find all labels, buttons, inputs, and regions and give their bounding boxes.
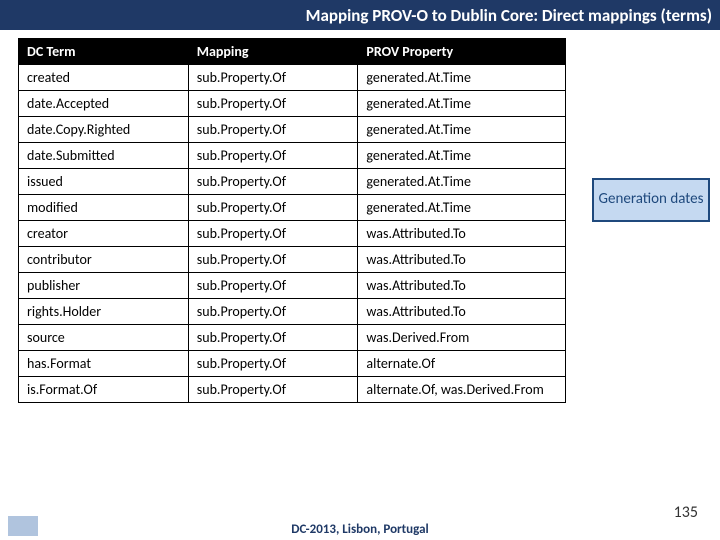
col-header-mapping: Mapping — [188, 39, 358, 65]
page-title: Mapping PROV-O to Dublin Core: Direct ma… — [0, 5, 720, 26]
table-row: contributorsub.Property.Ofwas.Attributed… — [19, 247, 566, 273]
col-header-dcterm: DC Term — [19, 39, 189, 65]
table-cell: generated.At.Time — [358, 169, 566, 195]
title-bar: Mapping PROV-O to Dublin Core: Direct ma… — [0, 0, 720, 30]
table-cell: sub.Property.Of — [188, 351, 358, 377]
table-cell: sub.Property.Of — [188, 325, 358, 351]
table-cell: issued — [19, 169, 189, 195]
table-row: issuedsub.Property.Ofgenerated.At.Time — [19, 169, 566, 195]
page-number: 135 — [674, 503, 698, 522]
table-row: is.Format.Ofsub.Property.Ofalternate.Of,… — [19, 377, 566, 403]
table-cell: generated.At.Time — [358, 195, 566, 221]
table-cell: sub.Property.Of — [188, 117, 358, 143]
table-row: modifiedsub.Property.Ofgenerated.At.Time — [19, 195, 566, 221]
table-cell: sub.Property.Of — [188, 221, 358, 247]
table-row: date.Copy.Rightedsub.Property.Ofgenerate… — [19, 117, 566, 143]
table-cell: sub.Property.Of — [188, 377, 358, 403]
table-cell: sub.Property.Of — [188, 143, 358, 169]
table-cell: generated.At.Time — [358, 117, 566, 143]
mapping-table: DC Term Mapping PROV Property createdsub… — [18, 38, 566, 403]
table-row: date.Submittedsub.Property.Ofgenerated.A… — [19, 143, 566, 169]
table-cell: has.Format — [19, 351, 189, 377]
table-cell: sub.Property.Of — [188, 169, 358, 195]
table-cell: created — [19, 65, 189, 91]
table-cell: creator — [19, 221, 189, 247]
table-cell: was.Derived.From — [358, 325, 566, 351]
table-cell: was.Attributed.To — [358, 221, 566, 247]
table-cell: modified — [19, 195, 189, 221]
table-row: publishersub.Property.Ofwas.Attributed.T… — [19, 273, 566, 299]
table-cell: date.Accepted — [19, 91, 189, 117]
table-cell: sub.Property.Of — [188, 195, 358, 221]
table-cell: sub.Property.Of — [188, 247, 358, 273]
table-cell: sub.Property.Of — [188, 65, 358, 91]
footer-text: DC-2013, Lisbon, Portugal — [0, 522, 720, 537]
table-header-row: DC Term Mapping PROV Property — [19, 39, 566, 65]
logo-icon — [8, 516, 38, 536]
table-cell: source — [19, 325, 189, 351]
table-row: createdsub.Property.Ofgenerated.At.Time — [19, 65, 566, 91]
generation-dates-badge: Generation dates — [592, 178, 710, 222]
table-cell: date.Submitted — [19, 143, 189, 169]
table-row: has.Formatsub.Property.Ofalternate.Of — [19, 351, 566, 377]
table-cell: generated.At.Time — [358, 65, 566, 91]
col-header-prov: PROV Property — [358, 39, 566, 65]
table-cell: contributor — [19, 247, 189, 273]
table-row: sourcesub.Property.Ofwas.Derived.From — [19, 325, 566, 351]
table-cell: sub.Property.Of — [188, 273, 358, 299]
table-cell: date.Copy.Righted — [19, 117, 189, 143]
table-row: rights.Holdersub.Property.Ofwas.Attribut… — [19, 299, 566, 325]
table-cell: is.Format.Of — [19, 377, 189, 403]
table-cell: sub.Property.Of — [188, 91, 358, 117]
table-row: creatorsub.Property.Ofwas.Attributed.To — [19, 221, 566, 247]
table-cell: generated.At.Time — [358, 91, 566, 117]
table-cell: was.Attributed.To — [358, 273, 566, 299]
table-cell: generated.At.Time — [358, 143, 566, 169]
table-cell: was.Attributed.To — [358, 299, 566, 325]
table-cell: rights.Holder — [19, 299, 189, 325]
table-row: date.Acceptedsub.Property.Ofgenerated.At… — [19, 91, 566, 117]
table-cell: sub.Property.Of — [188, 299, 358, 325]
table-cell: alternate.Of — [358, 351, 566, 377]
table-cell: alternate.Of, was.Derived.From — [358, 377, 566, 403]
table-cell: was.Attributed.To — [358, 247, 566, 273]
table-cell: publisher — [19, 273, 189, 299]
